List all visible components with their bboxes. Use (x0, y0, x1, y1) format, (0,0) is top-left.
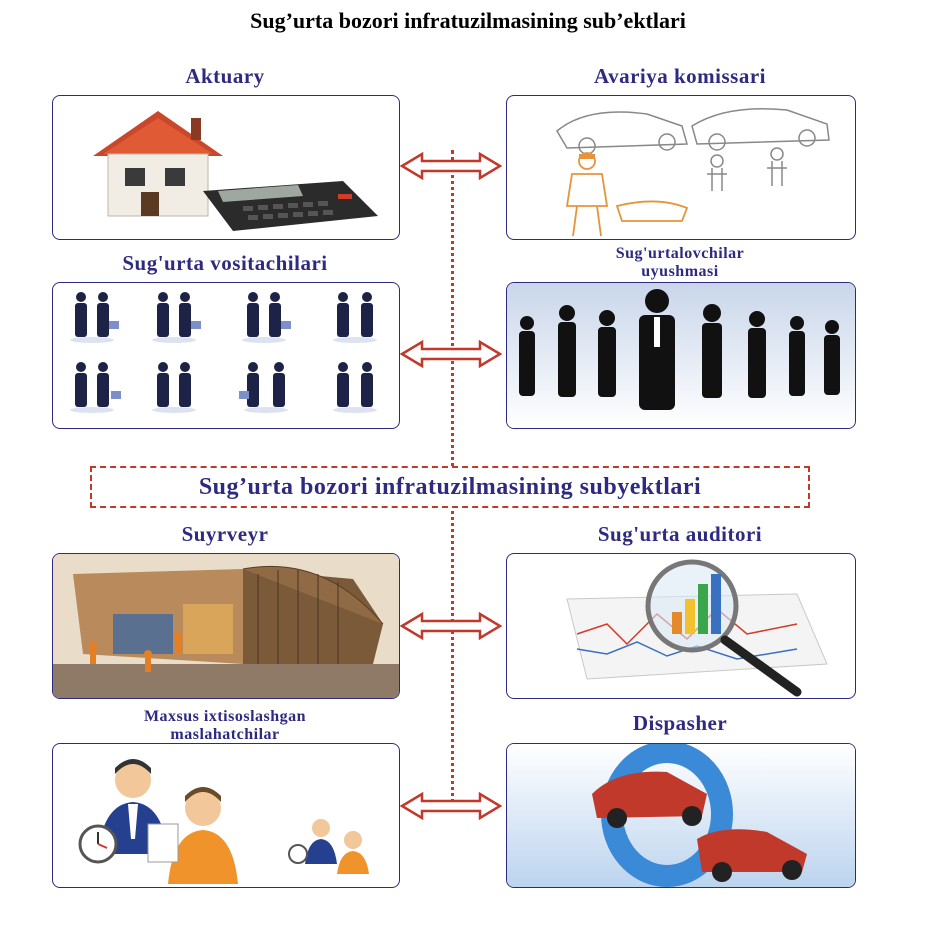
box-avariya (506, 95, 856, 240)
diagram-title: Sug’urta bozori infratuzilmasining sub’e… (250, 8, 686, 33)
label-suyrveyr: Suyrveyr (181, 522, 269, 546)
house-calculator-image (93, 111, 378, 231)
accident-sketch-image (556, 107, 830, 237)
label-aktuary: Aktuary (185, 64, 265, 88)
arrow-row2 (400, 340, 502, 368)
label-vositachilar: Sug'urta vositachilari (122, 251, 328, 275)
business-handshake-image (70, 292, 377, 413)
arrow-row3 (400, 612, 502, 640)
label-maslahat-line2: maslahatchilar (170, 726, 280, 743)
box-maslahat (52, 743, 400, 888)
box-uyushma (506, 282, 856, 429)
label-uyushma: Sug'urtalovchilar uyushmasi (506, 245, 854, 281)
box-vositachilar (52, 282, 400, 429)
business-team-image (507, 283, 855, 428)
consultants-image (78, 759, 369, 884)
label-maslahat: Maxsus ixtisoslashgan maslahatchilar (52, 708, 398, 744)
center-banner: Sug’urta bozori infratuzilmasining subye… (90, 466, 810, 508)
box-suyrveyr (52, 553, 400, 699)
label-uyushma-line1: Sug'urtalovchilar (615, 245, 745, 262)
label-auditor: Sug'urta auditori (597, 522, 763, 546)
magnifier-chart-image (566, 559, 828, 697)
label-uyushma-line2: uyushmasi (641, 263, 719, 280)
label-dispasher: Dispasher (632, 711, 728, 735)
car-ring-image (507, 744, 855, 887)
box-aktuary (52, 95, 400, 240)
warehouse-image (53, 554, 399, 698)
label-maslahat-line1: Maxsus ixtisoslashgan (143, 708, 307, 725)
arrow-row4 (400, 792, 502, 820)
label-avariya: Avariya komissari (593, 64, 767, 88)
box-dispasher (506, 743, 856, 888)
box-auditor (506, 553, 856, 699)
arrow-row1 (400, 152, 502, 180)
